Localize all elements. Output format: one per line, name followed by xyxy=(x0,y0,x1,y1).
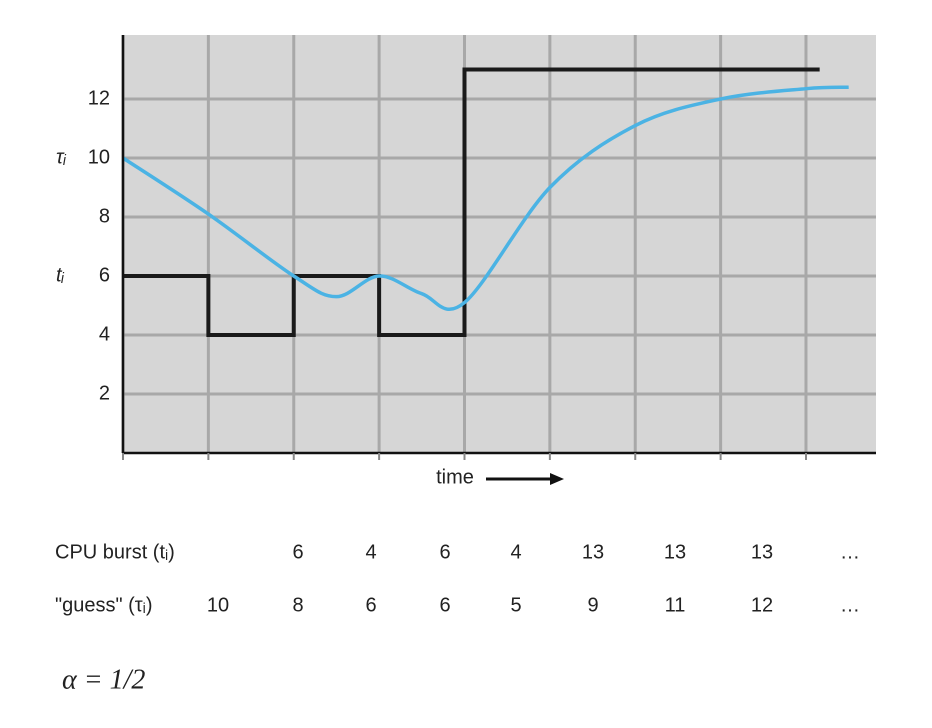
x-axis-label: time xyxy=(436,466,474,488)
table-cell: 10 xyxy=(207,594,229,616)
table-cell: 4 xyxy=(510,541,521,563)
table-cell: … xyxy=(840,541,860,563)
y-tick-label: 2 xyxy=(99,382,110,404)
table-cell: 13 xyxy=(664,541,686,563)
table-cell: … xyxy=(840,594,860,616)
table-cell: 6 xyxy=(439,541,450,563)
annotation: tᵢ xyxy=(56,264,65,286)
table-cell: 5 xyxy=(510,594,521,616)
arrow-head xyxy=(550,473,564,485)
y-tick-label: 6 xyxy=(99,264,110,286)
table-cell: 6 xyxy=(365,594,376,616)
table-cell: 6 xyxy=(292,541,303,563)
table-cell: 11 xyxy=(665,594,686,616)
table-cell: 4 xyxy=(365,541,376,563)
step-line xyxy=(123,67,820,338)
curve xyxy=(122,85,849,311)
annotation: τᵢ xyxy=(56,146,66,168)
table-cell: 6 xyxy=(439,594,450,616)
table-cell: 9 xyxy=(587,594,598,616)
y-tick-label: 4 xyxy=(99,323,110,345)
table-cell: 12 xyxy=(751,594,773,616)
y-tick-label: 12 xyxy=(88,87,110,109)
row-label: "guess" (τᵢ) xyxy=(55,594,153,616)
formula: α = 1/2 xyxy=(62,664,145,695)
y-tick-label: 8 xyxy=(99,205,110,227)
y-tick-label: 10 xyxy=(88,146,110,168)
table-cell: 13 xyxy=(751,541,773,563)
row-label: CPU burst (tᵢ) xyxy=(55,541,175,563)
table-cell: 13 xyxy=(582,541,604,563)
table-cell: 8 xyxy=(292,594,303,616)
